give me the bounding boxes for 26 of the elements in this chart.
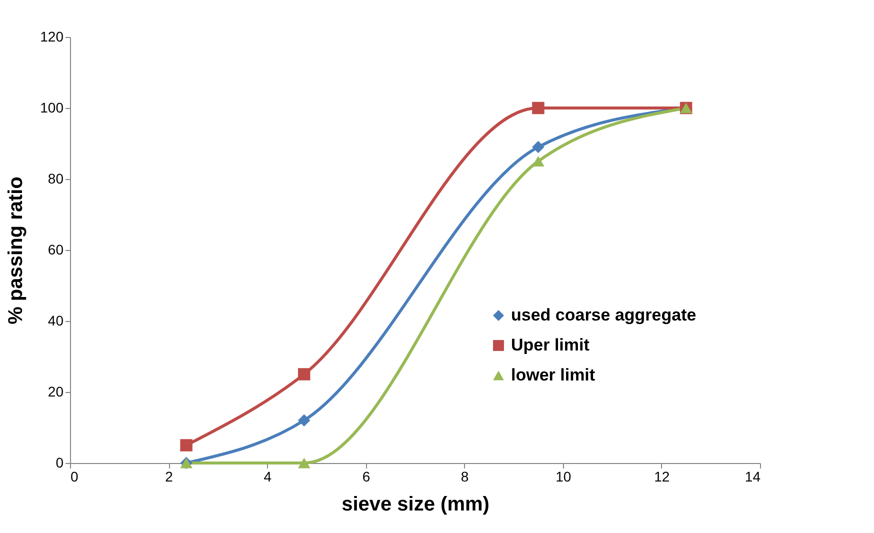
point xyxy=(298,414,310,427)
y-tick-label: 60 xyxy=(48,242,64,258)
point xyxy=(298,458,310,468)
x-axis-title: sieve size (mm) xyxy=(342,494,490,516)
x-tick-label: 10 xyxy=(556,468,572,484)
x-tick-label: 12 xyxy=(654,468,670,484)
point xyxy=(532,140,544,154)
y-tick-label: 120 xyxy=(40,28,64,44)
point xyxy=(298,368,310,380)
point xyxy=(532,102,544,114)
y-tick-label: 40 xyxy=(48,312,64,328)
y-axis-title: % passing ratio xyxy=(5,176,28,324)
legend-label: lower limit xyxy=(511,366,596,384)
y-tick-label: 100 xyxy=(40,100,64,116)
x-tick-label: 8 xyxy=(460,468,469,484)
y-tick-label: 20 xyxy=(48,384,64,400)
y-tick-label: 0 xyxy=(56,454,64,470)
x-tick-label: 4 xyxy=(264,468,272,484)
x-tick-label: 14 xyxy=(744,468,761,484)
legend-label: used coarse aggregate xyxy=(511,306,696,324)
x-tick-label: 6 xyxy=(362,468,370,484)
x-tick-label: 0 xyxy=(70,468,78,484)
point xyxy=(180,439,192,452)
x-tick-label: 2 xyxy=(165,468,174,484)
legend-label: Uper limit xyxy=(511,336,590,354)
y-tick-label: 80 xyxy=(48,170,64,186)
